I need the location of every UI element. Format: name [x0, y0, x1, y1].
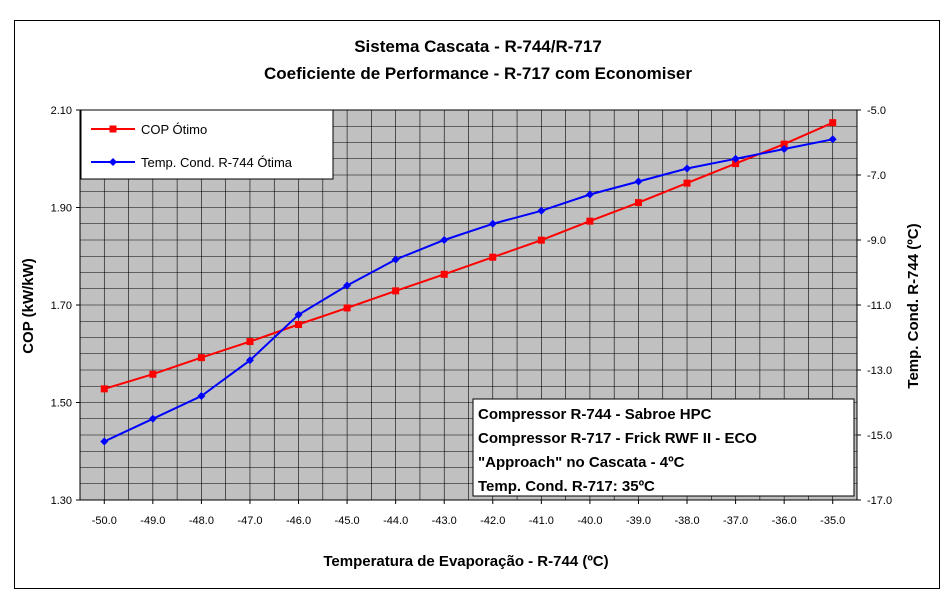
data-point-temp — [634, 177, 643, 186]
legend-label-cop: COP Ótimo — [141, 122, 207, 137]
annotation-line-3: "Approach" no Cascata - 4ºC — [478, 454, 685, 471]
y2-tick-label: -11.0 — [867, 300, 891, 312]
data-point-temp — [391, 255, 400, 264]
data-point-cop — [732, 160, 740, 168]
x-tick-label: -36.0 — [772, 515, 797, 527]
x-tick-label: -39.0 — [626, 515, 651, 527]
data-point-cop — [392, 287, 400, 295]
series-layer — [100, 119, 837, 446]
annotation-box: Compressor R-744 - Sabroe HPC Compressor… — [472, 398, 855, 497]
y2-axis-label: Temp. Cond. R-744 (ºC) — [905, 223, 922, 388]
data-point-temp — [440, 236, 449, 244]
data-point-temp — [100, 437, 109, 446]
y-tick-label: 1.50 — [51, 398, 72, 410]
y2-tick-label: -17.0 — [867, 495, 892, 507]
data-point-temp — [197, 392, 206, 400]
y2-tick-label: -9.0 — [867, 235, 886, 247]
x-axis-label: Temperatura de Evaporação - R-744 (ºC) — [323, 553, 608, 570]
x-tick-label: -41.0 — [529, 515, 554, 527]
chart-title: Sistema Cascata - R-744/R-717 — [354, 37, 602, 56]
x-tick-label: -44.0 — [383, 515, 408, 527]
data-point-cop — [246, 338, 254, 346]
y-tick-label: 1.70 — [51, 300, 72, 312]
series-line-0 — [104, 121, 834, 390]
x-tick-label: -38.0 — [674, 515, 699, 527]
data-point-cop — [634, 199, 642, 207]
y-axis-label: COP (kW/kW) — [20, 258, 37, 354]
y-tick-label: 1.90 — [51, 203, 72, 215]
data-point-cop — [100, 385, 108, 393]
data-point-cop — [586, 217, 594, 225]
y2-tick-label: -13.0 — [867, 365, 892, 377]
data-point-temp — [731, 154, 740, 163]
series-line-1 — [103, 138, 833, 443]
data-point-cop — [537, 236, 545, 244]
data-point-temp — [585, 190, 594, 199]
data-point-cop — [343, 304, 351, 312]
x-tick-label: -48.0 — [189, 515, 214, 527]
y2-tick-label: -15.0 — [867, 430, 892, 442]
legend-box — [80, 109, 334, 180]
chart-subtitle: Coeficiente de Performance - R-717 com E… — [264, 64, 692, 83]
data-point-temp — [683, 164, 692, 173]
y-tick-label: 2.10 — [51, 105, 72, 117]
annotation-line-1: Compressor R-744 - Sabroe HPC — [478, 406, 712, 423]
y2-tick-label: -7.0 — [867, 170, 886, 182]
legend-marker-cop — [109, 125, 117, 133]
data-point-cop — [149, 370, 157, 378]
legend-label-temp: Temp. Cond. R-744 Ótima — [141, 155, 293, 170]
x-tick-label: -50.0 — [92, 515, 117, 527]
annotation-background — [472, 398, 855, 497]
x-tick-label: -45.0 — [335, 515, 360, 527]
annotation-line-4: Temp. Cond. R-717: 35ºC — [478, 478, 655, 495]
annotation-line-2: Compressor R-717 - Frick RWF II - ECO — [478, 430, 757, 447]
data-point-temp — [245, 356, 254, 365]
x-tick-label: -35.0 — [820, 515, 845, 527]
data-point-cop — [780, 140, 788, 148]
x-tick-label: -42.0 — [480, 515, 505, 527]
data-point-cop — [197, 354, 205, 362]
x-tick-label: -47.0 — [237, 515, 262, 527]
x-tick-label: -43.0 — [432, 515, 457, 527]
legend: COP Ótimo Temp. Cond. R-744 Ótima — [80, 109, 334, 180]
x-tick-label: -37.0 — [723, 515, 748, 527]
x-tick-label: -40.0 — [577, 515, 602, 527]
data-point-temp — [488, 219, 497, 228]
data-point-temp — [148, 414, 157, 423]
x-tick-label: -46.0 — [286, 515, 311, 527]
data-point-temp — [343, 281, 352, 290]
data-point-cop — [489, 253, 497, 261]
legend-marker-temp — [109, 158, 117, 166]
data-point-temp — [828, 135, 837, 144]
y-tick-label: 1.30 — [51, 495, 72, 507]
data-point-cop — [829, 119, 837, 127]
axes: -50.0 -49.0 -48.0 -47.0 -46.0 -45.0 -44.0 -43.0… — [51, 105, 893, 527]
x-tick-label: -49.0 — [140, 515, 165, 527]
data-point-temp — [780, 145, 789, 153]
data-point-temp — [537, 206, 546, 215]
data-point-cop — [683, 179, 691, 187]
data-point-cop — [295, 321, 303, 328]
data-point-cop — [440, 270, 448, 278]
data-point-temp — [294, 310, 303, 319]
y2-tick-label: -5.0 — [867, 105, 886, 117]
